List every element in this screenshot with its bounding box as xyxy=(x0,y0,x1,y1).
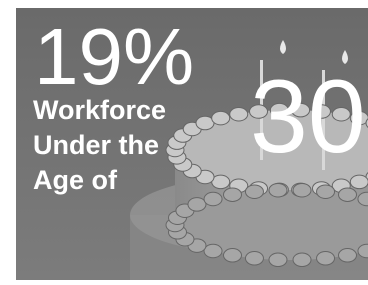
frosting xyxy=(269,253,287,267)
headline-line: Age of xyxy=(33,165,118,195)
frosting xyxy=(204,192,222,206)
headline-line: Workforce xyxy=(33,95,166,125)
frosting xyxy=(350,175,368,189)
frosting xyxy=(269,183,287,197)
frosting xyxy=(204,244,222,258)
frosting xyxy=(245,185,263,199)
frosting xyxy=(317,185,335,199)
frosting xyxy=(230,107,248,121)
frosting xyxy=(293,253,311,267)
infographic: 30 19% Workforce Under the Age of xyxy=(0,0,368,280)
age-number: 30 xyxy=(250,59,366,175)
frosting xyxy=(245,252,263,266)
frosting xyxy=(212,111,230,125)
headline-percent: 19% xyxy=(34,12,194,101)
frosting xyxy=(188,198,206,212)
frosting xyxy=(224,249,242,263)
frosting xyxy=(224,188,242,202)
frosting xyxy=(293,183,311,197)
headline-line: Under the xyxy=(33,130,159,160)
frosting xyxy=(339,188,357,202)
frosting xyxy=(339,249,357,263)
frosting xyxy=(317,252,335,266)
